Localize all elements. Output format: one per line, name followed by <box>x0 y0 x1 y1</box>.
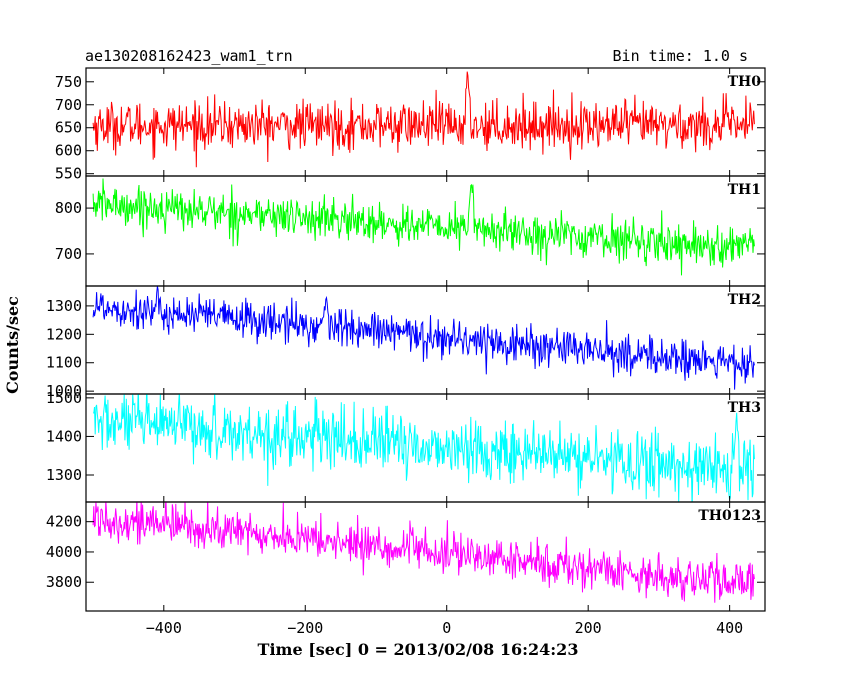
x-tick-label: −400 <box>146 619 182 637</box>
series-th0 <box>92 71 755 168</box>
y-tick-label: 1400 <box>46 427 82 445</box>
x-tick-label: 200 <box>575 619 602 637</box>
y-tick-label: 650 <box>55 119 82 137</box>
y-tick-label: 700 <box>55 245 82 263</box>
y-tick-label: 4200 <box>46 513 82 531</box>
panel-label-th1: TH1 <box>728 182 761 198</box>
y-tick-label: 4000 <box>46 543 82 561</box>
series-th0123 <box>92 502 755 603</box>
y-tick-label: 600 <box>55 142 82 160</box>
y-tick-label: 550 <box>55 165 82 183</box>
x-tick-label: −200 <box>287 619 323 637</box>
series-th1 <box>92 178 755 276</box>
y-axis-title: Counts/sec <box>3 296 22 394</box>
panel-th3: 1300 1400 1500 TH3 <box>46 389 766 503</box>
panel-th0123: 3800 4000 4200 TH0123 <box>46 501 766 612</box>
y-tick-label: 1500 <box>46 389 82 407</box>
x-axis-title: Time [sec] 0 = 2013/02/08 16:24:23 <box>258 640 579 659</box>
panel-frame <box>85 501 766 612</box>
x-tick-label: 0 <box>442 619 451 637</box>
panel-th2: 1000 1100 1200 1300 TH2 <box>46 285 766 400</box>
y-tick-label: 3800 <box>46 573 82 591</box>
panel-frame <box>85 175 766 287</box>
panel-label-th3: TH3 <box>728 400 761 416</box>
series-th2 <box>92 286 755 390</box>
panel-frame <box>85 67 766 177</box>
panel-th1: 700 800 TH1 <box>55 175 766 287</box>
bin-time-label: Bin time: 1.0 s <box>613 47 748 65</box>
y-tick-label: 1300 <box>46 466 82 484</box>
y-tick-label: 1200 <box>46 325 82 343</box>
panel-label-th0123: TH0123 <box>698 508 761 524</box>
y-tick-label: 750 <box>55 73 82 91</box>
panel-label-th0: TH0 <box>728 74 762 90</box>
x-axis: −400 −200 0 200 400 <box>146 619 743 637</box>
y-tick-label: 1000 <box>46 382 82 400</box>
y-tick-label: 1100 <box>46 354 82 372</box>
y-tick-label: 700 <box>55 96 82 114</box>
y-tick-label: 800 <box>55 199 82 217</box>
panel-label-th2: TH2 <box>728 292 761 308</box>
y-tick-label: 1300 <box>46 297 82 315</box>
series-th3 <box>92 394 755 502</box>
x-tick-label: 400 <box>716 619 743 637</box>
plot-title: ae130208162423_wam1_trn <box>85 47 293 65</box>
panel-th0: 550 600 650 700 750 TH0 <box>55 67 766 183</box>
